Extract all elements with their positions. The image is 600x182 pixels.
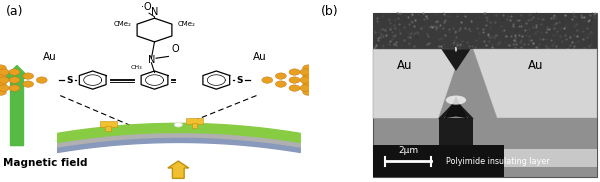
Bar [373, 13, 597, 177]
Circle shape [302, 81, 314, 87]
Circle shape [23, 81, 34, 87]
Circle shape [36, 77, 47, 83]
Circle shape [275, 81, 286, 87]
FancyArrow shape [168, 161, 189, 178]
Polygon shape [373, 49, 462, 118]
Circle shape [0, 69, 9, 75]
FancyArrow shape [4, 66, 29, 146]
Circle shape [9, 85, 20, 91]
Polygon shape [473, 49, 597, 118]
Text: Au: Au [397, 59, 413, 72]
Text: 2μm: 2μm [398, 146, 418, 155]
Text: (a): (a) [6, 5, 23, 18]
Text: N: N [151, 7, 158, 17]
Circle shape [300, 85, 311, 91]
Bar [373, 149, 597, 167]
Circle shape [262, 77, 273, 83]
Text: CMe₂: CMe₂ [178, 21, 196, 27]
Text: Au: Au [43, 52, 56, 62]
Circle shape [174, 122, 182, 127]
Polygon shape [445, 96, 467, 118]
Text: Magnetic field: Magnetic field [3, 158, 88, 168]
Text: ·O: ·O [142, 2, 152, 12]
Circle shape [9, 77, 20, 83]
Bar [439, 118, 473, 151]
Bar [106, 126, 111, 131]
Bar [373, 145, 504, 177]
Circle shape [0, 89, 7, 95]
Circle shape [289, 69, 300, 75]
Text: N: N [148, 55, 155, 65]
Circle shape [289, 77, 300, 83]
Text: Au: Au [528, 59, 544, 72]
Text: Au: Au [253, 52, 266, 62]
Polygon shape [439, 100, 473, 122]
Circle shape [302, 73, 314, 79]
Circle shape [0, 73, 7, 79]
Text: S: S [66, 76, 73, 85]
Circle shape [9, 69, 20, 75]
Circle shape [0, 65, 7, 71]
Polygon shape [442, 49, 470, 71]
Bar [186, 118, 203, 124]
Text: (b): (b) [320, 5, 338, 18]
Text: Polyimide insulating layer: Polyimide insulating layer [446, 157, 550, 166]
Text: CH₃: CH₃ [131, 65, 142, 70]
Circle shape [289, 85, 300, 91]
Circle shape [275, 73, 286, 79]
Circle shape [300, 69, 311, 75]
Circle shape [302, 65, 314, 71]
Circle shape [0, 81, 7, 87]
Ellipse shape [446, 96, 466, 105]
Circle shape [302, 89, 314, 95]
Text: CMe₂: CMe₂ [113, 21, 131, 27]
Text: O: O [172, 44, 179, 54]
Bar [373, 13, 597, 49]
Circle shape [0, 85, 9, 91]
Bar [100, 121, 116, 127]
Circle shape [0, 77, 9, 83]
Bar [192, 123, 197, 128]
Text: S: S [236, 76, 243, 85]
Circle shape [300, 77, 311, 83]
Circle shape [23, 73, 34, 79]
